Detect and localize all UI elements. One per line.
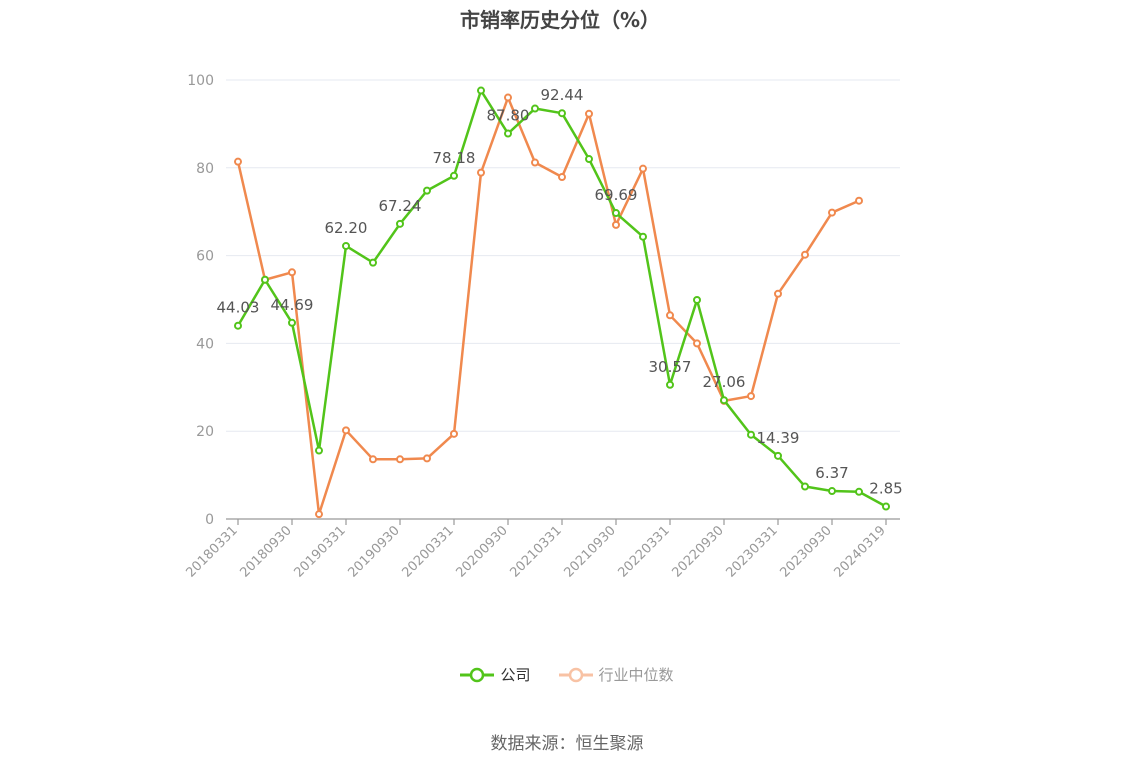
y-tick-label: 100 <box>187 73 214 89</box>
company-data-label: 62.20 <box>325 219 368 237</box>
company-data-label: 87.80 <box>487 107 530 125</box>
company-point <box>450 171 458 180</box>
company-point <box>855 487 863 496</box>
company-data-label: 14.39 <box>757 429 800 447</box>
legend-label-industry: 行业中位数 <box>598 666 674 684</box>
axis-layer: 0 20 40 60 80 100 2018033120180930201903312019… <box>183 73 900 581</box>
company-data-label: 69.69 <box>595 186 638 204</box>
company-data-label: 6.37 <box>815 464 848 482</box>
industry-point <box>558 173 566 182</box>
industry-point <box>666 311 674 320</box>
company-point <box>261 275 269 284</box>
company-data-label: 2.85 <box>869 479 902 497</box>
company-point <box>666 380 674 389</box>
line-chart: 0 20 40 60 80 100 2018033120180930201903312019… <box>183 73 903 581</box>
industry-point <box>369 455 377 464</box>
company-point <box>585 155 593 164</box>
industry-point <box>693 339 701 348</box>
y-tick-label: 60 <box>196 249 214 265</box>
legend-industry-line-icon <box>558 667 593 682</box>
x-tick-label: 20210930 <box>561 523 618 580</box>
x-tick-label: 20240319 <box>831 523 888 580</box>
industry-point <box>585 109 593 118</box>
data-source: 数据来源：恒生聚源 <box>490 734 644 754</box>
company-point <box>423 186 431 195</box>
industry-point <box>342 426 350 435</box>
industry-point <box>639 164 647 173</box>
company-point <box>612 209 620 218</box>
industry-point <box>504 93 512 102</box>
industry-point <box>423 454 431 463</box>
x-tick-label: 20230930 <box>777 523 834 580</box>
x-tick-label: 20200331 <box>399 523 456 580</box>
industry-point <box>477 168 485 177</box>
y-tick-label: 0 <box>205 512 214 528</box>
company-point <box>342 241 350 250</box>
x-tick-label: 20210331 <box>507 523 564 580</box>
company-point <box>369 258 377 267</box>
industry-point <box>828 208 836 217</box>
industry-point <box>531 158 539 167</box>
company-point <box>288 318 296 327</box>
x-tick-label: 20200930 <box>453 523 510 580</box>
industry-point <box>234 157 242 166</box>
company-point <box>504 129 512 138</box>
y-tick-label: 80 <box>196 161 214 177</box>
company-point <box>639 232 647 241</box>
company-point <box>531 104 539 113</box>
chart-title: 市销率历史分位（%） <box>459 8 661 32</box>
company-point <box>396 219 404 228</box>
x-tick-label: 20220930 <box>669 523 726 580</box>
industry-point <box>288 268 296 277</box>
company-data-label: 44.69 <box>271 296 314 314</box>
series-layer <box>234 86 890 519</box>
industry-point <box>855 196 863 205</box>
company-point <box>882 502 890 511</box>
x-tick-label: 20190930 <box>345 523 402 580</box>
company-data-label: 67.24 <box>379 197 422 215</box>
data-label-layer: 44.03 44.69 62.20 67.24 78.18 87.80 92.44 69.69… <box>217 86 903 497</box>
company-data-label: 92.44 <box>541 86 584 104</box>
company-point <box>747 430 755 439</box>
legend-item-company[interactable]: 公司 <box>460 664 531 685</box>
company-point <box>693 295 701 304</box>
company-data-label: 78.18 <box>433 149 476 167</box>
company-point <box>801 482 809 491</box>
x-tick-label: 20180331 <box>183 523 240 580</box>
x-tick-label: 20190331 <box>291 523 348 580</box>
company-point <box>558 109 566 118</box>
company-data-label: 27.06 <box>703 373 746 391</box>
company-point <box>774 451 782 460</box>
industry-point <box>612 220 620 229</box>
y-tick-label: 40 <box>196 336 214 352</box>
company-data-label: 30.57 <box>649 358 692 376</box>
legend-item-industry[interactable]: 行业中位数 <box>558 664 674 685</box>
legend-label-company: 公司 <box>500 666 531 684</box>
industry-point <box>801 250 809 259</box>
x-tick-label: 20180930 <box>237 523 294 580</box>
industry-line <box>236 96 860 516</box>
industry-point <box>315 510 323 519</box>
x-tick-label: 20230331 <box>723 523 780 580</box>
legend: 公司 行业中位数 <box>0 664 1134 685</box>
grid-layer <box>226 79 900 432</box>
company-point <box>315 446 323 455</box>
industry-point <box>747 392 755 401</box>
company-point <box>477 86 485 95</box>
company-point <box>234 321 242 330</box>
y-tick-label: 20 <box>196 424 214 440</box>
legend-company-line-icon <box>460 667 495 682</box>
company-point <box>828 487 836 496</box>
company-point <box>720 396 728 405</box>
industry-point <box>774 289 782 298</box>
industry-point <box>450 429 458 438</box>
x-tick-label: 20220331 <box>615 523 672 580</box>
company-data-label: 44.03 <box>217 299 260 317</box>
industry-point <box>396 455 404 464</box>
